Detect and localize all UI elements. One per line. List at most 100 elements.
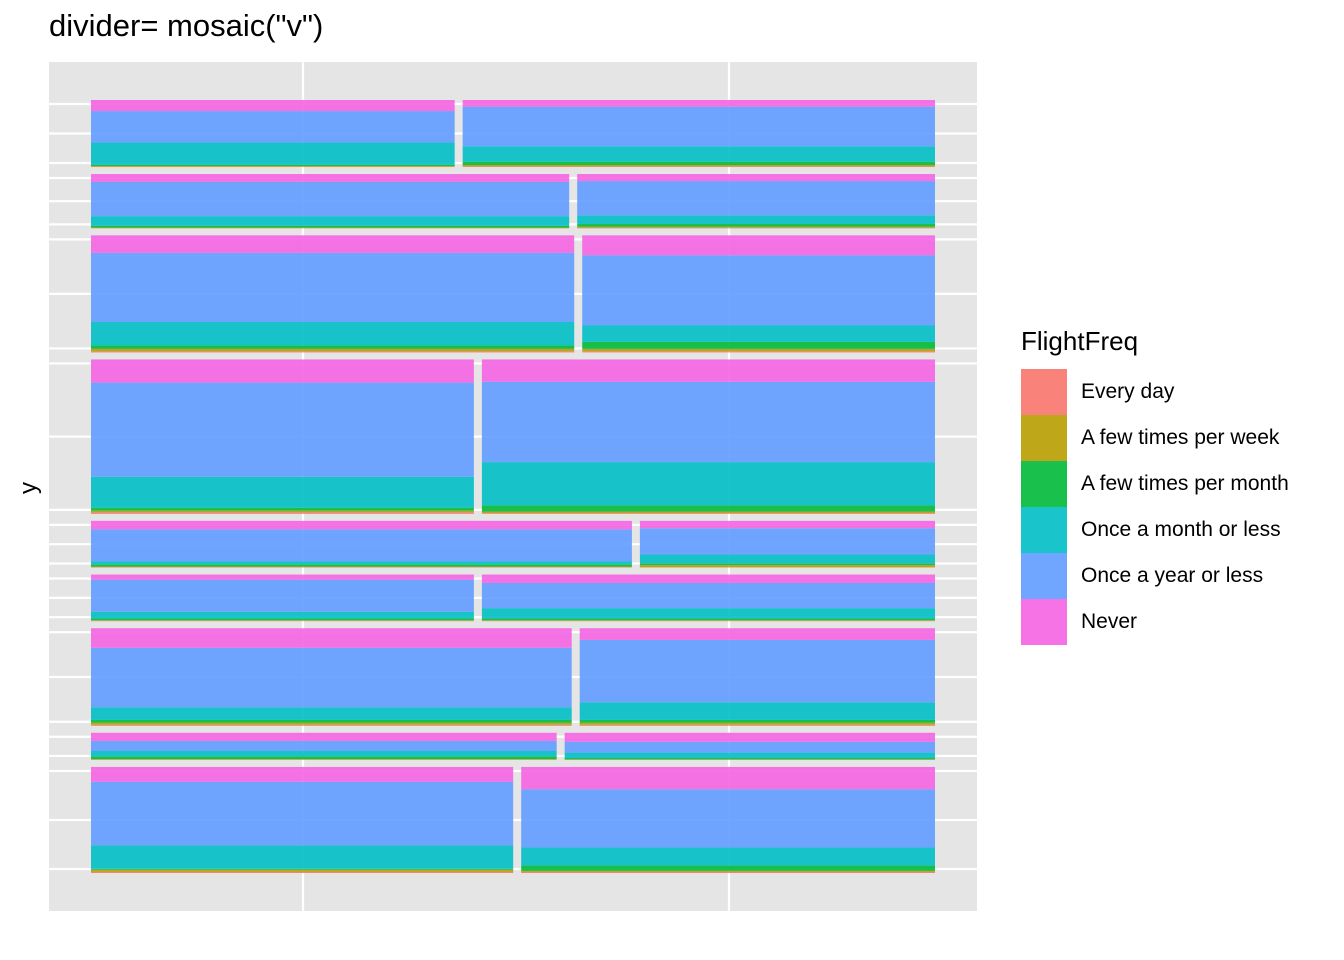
mosaic-segment [91, 512, 474, 514]
mosaic-segment [91, 707, 572, 720]
mosaic-segment [91, 216, 570, 226]
mosaic-segment [91, 227, 570, 229]
mosaic-segment [579, 724, 935, 726]
mosaic-segment [91, 348, 575, 352]
mosaic-segment [91, 732, 557, 741]
mosaic-segment [462, 166, 935, 168]
mosaic-segment [639, 528, 935, 555]
mosaic-segment [91, 345, 575, 349]
mosaic-segment [91, 869, 514, 872]
mosaic-segment [91, 142, 455, 165]
legend: FlightFreq Every day A few times per week… [1021, 326, 1289, 645]
mosaic-segment [582, 348, 935, 352]
mosaic-segment [91, 529, 632, 562]
mosaic-segment [577, 174, 935, 182]
mosaic-segment [91, 382, 474, 477]
mosaic-segment [91, 574, 474, 580]
mosaic-segment [91, 235, 575, 253]
mosaic-segment [582, 255, 935, 326]
mosaic-segment [582, 341, 935, 349]
mosaic-segment [91, 166, 455, 167]
mosaic-segment [639, 565, 935, 568]
mosaic-segment [91, 351, 575, 353]
mosaic-segment [564, 732, 935, 742]
mosaic-segment [481, 359, 935, 382]
mosaic-segment [582, 235, 935, 256]
legend-label: Never [1081, 610, 1138, 633]
mosaic-segment [462, 100, 935, 107]
mosaic-segment [91, 759, 557, 760]
mosaic-segment [639, 520, 935, 529]
mosaic-segment [577, 223, 935, 227]
legend-item: Every day [1021, 369, 1289, 415]
mosaic-segment [564, 752, 935, 759]
mosaic-segment [91, 579, 474, 612]
legend-label: Once a year or less [1081, 564, 1264, 587]
mosaic-segment [521, 847, 935, 866]
legend-key-swatch [1021, 369, 1067, 415]
mosaic-segment [91, 719, 572, 723]
mosaic-segment [577, 215, 935, 224]
mosaic-segment [91, 781, 514, 846]
mosaic-segment [582, 325, 935, 342]
legend-key-swatch [1021, 507, 1067, 553]
legend-key-swatch [1021, 415, 1067, 461]
mosaic-segment [481, 513, 935, 514]
mosaic-segment [577, 181, 935, 216]
mosaic-segment [91, 507, 474, 511]
legend-items: Every day A few times per week A few times… [1021, 369, 1289, 645]
mosaic-segment [91, 181, 570, 217]
mosaic-segment [91, 724, 572, 726]
mosaic-segment [639, 554, 935, 564]
mosaic-segment [564, 758, 935, 760]
mosaic-segment [91, 225, 570, 228]
mosaic-segment [91, 510, 474, 513]
mosaic-segment [91, 756, 557, 760]
mosaic-segment [91, 750, 557, 757]
mosaic-segment [521, 870, 935, 872]
mosaic-segment [579, 722, 935, 725]
legend-item: A few times per week [1021, 415, 1289, 461]
mosaic-segment [91, 618, 474, 621]
legend-label: A few times per month [1081, 472, 1289, 495]
legend-key-swatch [1021, 599, 1067, 645]
mosaic-segment [579, 702, 935, 720]
legend-item: A few times per month [1021, 461, 1289, 507]
mosaic-segment [481, 608, 935, 619]
mosaic-segment [91, 766, 514, 782]
mosaic-segment [481, 505, 935, 512]
legend-item: Once a month or less [1021, 507, 1289, 553]
mosaic-segment [481, 618, 935, 621]
mosaic-segment [91, 611, 474, 619]
mosaic-segment [639, 563, 935, 566]
mosaic-segment [579, 628, 935, 640]
chart-title: divider= mosaic("v") [49, 8, 324, 43]
mosaic-segment [91, 174, 570, 182]
mosaic-segment [521, 871, 935, 873]
mosaic-segment [91, 476, 474, 508]
legend-title: FlightFreq [1021, 326, 1139, 356]
mosaic-segment [91, 321, 575, 346]
mosaic-segment [521, 865, 935, 871]
mosaic-segment [91, 647, 572, 708]
mosaic-segment [521, 789, 935, 848]
mosaic-segment [579, 719, 935, 723]
mosaic-segment [481, 511, 935, 514]
mosaic-segment [91, 628, 572, 648]
mosaic-segment [481, 462, 935, 506]
mosaic-segment [91, 868, 514, 870]
y-axis-label: y [15, 482, 42, 494]
mosaic-segment [91, 740, 557, 751]
mosaic-segment [91, 111, 455, 143]
mosaic-segment [91, 100, 455, 112]
mosaic-segment [481, 574, 935, 583]
mosaic-segment [579, 639, 935, 703]
mosaic-segment [582, 351, 935, 353]
mosaic-segment [462, 165, 935, 167]
mosaic-segment [481, 582, 935, 609]
mosaic-segment [462, 161, 935, 166]
legend-label: Once a month or less [1081, 518, 1281, 541]
mosaic-segment [91, 561, 632, 565]
legend-label: A few times per week [1081, 426, 1280, 449]
